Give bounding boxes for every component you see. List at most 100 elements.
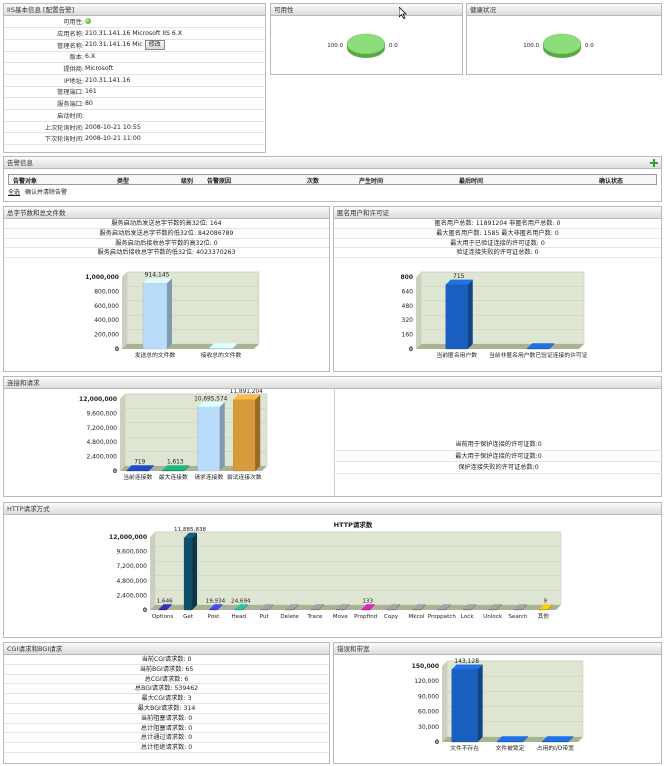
- bytes-panel: 总字节数和总文件数 服务启动后发送总字节数的高32位: 164 服务启动后发送总…: [3, 206, 330, 372]
- chart-plot-area: [154, 531, 562, 606]
- bar: [412, 609, 421, 611]
- bar-top: [527, 343, 555, 349]
- col-header[interactable]: 产生时间: [359, 178, 384, 185]
- col-header[interactable]: 次数: [307, 178, 320, 185]
- bar: [463, 609, 472, 611]
- version-value: 6.X: [84, 51, 265, 64]
- bar-side: [496, 604, 502, 610]
- iis-info-title: IIS基本信息: [7, 6, 41, 14]
- row-key: 上次轮询时间:: [4, 121, 84, 134]
- bar-side: [467, 279, 473, 350]
- y-tick-label: 640: [402, 289, 414, 296]
- bar: [386, 609, 396, 611]
- bar: [539, 609, 548, 611]
- x-tick-label: 尝试连接次数: [227, 473, 262, 481]
- stat-row: 最大匿名用户数: 1585 最大非匿名用户数: 0: [334, 229, 661, 239]
- row-key: 管理名称:: [4, 39, 84, 52]
- http-bar-chart: 0 2,400,000 4,800,000 7,200,000 9,600,000 12,…: [109, 520, 562, 620]
- bar-top: [437, 604, 451, 610]
- x-tick-label: Trace: [307, 614, 323, 620]
- x-tick-label: Get: [183, 614, 194, 620]
- col-header[interactable]: 告警原因: [207, 178, 232, 185]
- x-tick-label: Head: [231, 614, 246, 620]
- bar: [260, 609, 269, 611]
- y-tick-label: 0: [115, 346, 119, 353]
- y-tick-label: 400,000: [94, 317, 119, 324]
- col-header[interactable]: 确认状态: [599, 178, 624, 185]
- add-alert-icon[interactable]: [650, 159, 658, 167]
- availability-pie-chart: 100.0 0.0: [327, 33, 398, 58]
- anon-header: 匿名用户和许可证: [334, 207, 661, 219]
- stat-row: 服务启动后发送总字节数的高32位: 164: [4, 219, 329, 229]
- y-tick-label: 30,000: [418, 724, 439, 731]
- select-all-link[interactable]: 全选: [8, 189, 21, 196]
- stat-row: 保护连接失败的许可证总数:0: [335, 462, 662, 474]
- http-header: HTTP请求方式: [4, 503, 661, 515]
- x-tick-label: Search: [508, 614, 528, 620]
- bar-value-label: 143,128: [454, 658, 479, 665]
- x-tick-label: Mkcol: [408, 614, 425, 620]
- confirm-clear-link[interactable]: 确认并清除告警: [24, 189, 67, 196]
- bar-side: [477, 664, 483, 742]
- bar-side: [219, 401, 225, 471]
- stat-row: 总BGI请求数: 539462: [4, 684, 329, 695]
- stat-row: 服务启动后发送总字节数的低32位: 842086789: [4, 229, 329, 239]
- bar-value-label: 24,694: [231, 599, 251, 605]
- col-header[interactable]: 级别: [181, 178, 194, 185]
- bar-value-label: 715: [453, 273, 465, 280]
- bar-top: [285, 604, 299, 610]
- col-header[interactable]: 告警对象: [13, 178, 38, 185]
- bar: [437, 609, 446, 611]
- bar-value-label: 11,885,838: [174, 527, 206, 533]
- modify-button[interactable]: 修改: [144, 40, 165, 51]
- col-header[interactable]: 最后时间: [459, 178, 484, 185]
- y-tick-label: 320: [402, 317, 414, 324]
- x-tick-label: 当前非匿名用户数已验证连接的许可证: [489, 351, 588, 359]
- col-header[interactable]: 类型: [117, 178, 130, 185]
- health-header: 健康状况: [467, 4, 661, 16]
- chart-floor: [122, 344, 259, 350]
- y-tick-label: 4,800,000: [86, 439, 117, 446]
- bar: [445, 284, 468, 350]
- stat-row: 当前BGI请求数: 65: [4, 665, 329, 675]
- bar-side: [318, 604, 324, 610]
- chart-side-wall: [122, 272, 127, 350]
- bar-top: [513, 604, 527, 610]
- bar: [310, 609, 320, 611]
- health-pie-chart: 100.0 0.0: [523, 33, 594, 58]
- y-tick-label: 7,200,000: [86, 425, 117, 432]
- y-tick-label: 160: [402, 332, 414, 339]
- bar-side: [369, 604, 375, 610]
- bar-side: [268, 604, 274, 610]
- bar-side: [167, 278, 172, 350]
- bar-top: [497, 736, 528, 742]
- bar: [451, 669, 478, 743]
- row-key: 版本:: [4, 51, 84, 64]
- bar-top: [162, 465, 190, 471]
- bar-top: [233, 394, 261, 400]
- bar-top: [209, 343, 238, 349]
- health-panel: 健康状况 100.0 0.0: [466, 3, 662, 75]
- bar-top: [126, 465, 154, 471]
- bar: [496, 741, 524, 743]
- y-tick-label: 800: [400, 274, 413, 281]
- stat-row: 服务启动后接收总字节数的高32位: 0: [4, 239, 329, 249]
- iis-info-panel: IIS基本信息 [配置告警] 可用性: 应用名称: 210.31.141.16 M…: [3, 3, 266, 153]
- row-key: IP地址:: [4, 74, 84, 87]
- bar: [162, 470, 185, 472]
- bytes-bar-chart: 0 200,000 400,000 600,000 800,000 1,000,000 91…: [85, 272, 260, 359]
- row-key: 应用名称:: [4, 27, 84, 40]
- provider-value: Microsoft: [84, 62, 265, 75]
- config-alert-link[interactable]: [配置告警]: [43, 6, 75, 14]
- bar-value-label: 1,646: [157, 599, 173, 605]
- x-tick-label: 文件不存在: [450, 744, 479, 752]
- x-tick-label: 发送总的文件数: [135, 351, 176, 359]
- stat-row: 当前用于保护连接的许可证数:0: [335, 439, 662, 451]
- bar-side: [184, 465, 190, 471]
- stat-row: 总CGI请求数: 6: [4, 675, 329, 685]
- chart-floor: [416, 344, 584, 350]
- y-tick-label: 90,000: [418, 693, 439, 700]
- bar-top: [197, 401, 225, 407]
- manage-name-value: 210.31.141.16 Mic: [85, 41, 143, 49]
- row-key: 启动时间:: [4, 109, 84, 122]
